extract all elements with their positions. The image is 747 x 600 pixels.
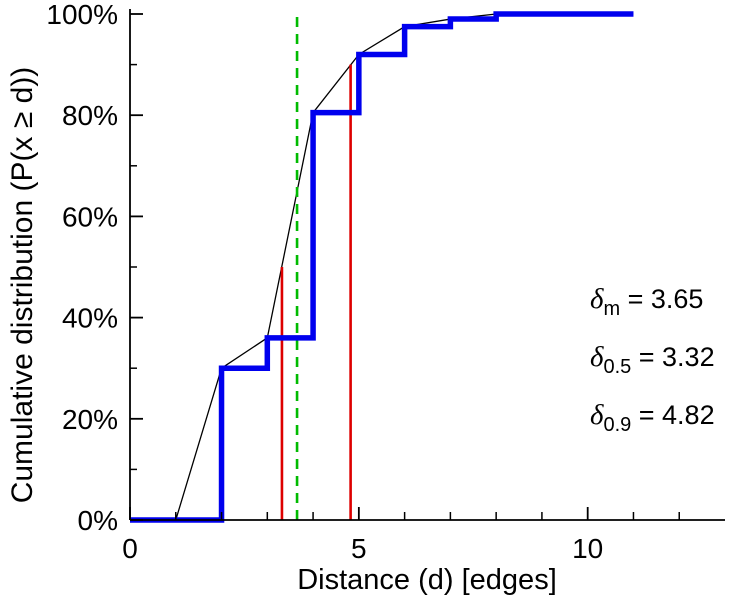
interpolation-line bbox=[175, 13, 634, 521]
x-axis-label: Distance (d) [edges] bbox=[297, 564, 557, 596]
y-tick-label: 20% bbox=[62, 404, 118, 435]
y-tick-label: 0% bbox=[78, 505, 118, 536]
cdf-step-series bbox=[130, 11, 634, 523]
annotation-delta-median: δ0.5 = 3.32 bbox=[590, 341, 715, 378]
x-tick-label: 0 bbox=[122, 533, 138, 564]
stat-annotations: δm = 3.65 δ0.5 = 3.32 δ0.9 = 4.82 bbox=[590, 283, 715, 436]
annotation-delta-p90: δ0.9 = 4.82 bbox=[590, 399, 715, 436]
y-tick-label: 40% bbox=[62, 303, 118, 334]
y-tick-label: 100% bbox=[46, 0, 118, 30]
y-ticks: 0% 20% 40% 60% 80% 100% bbox=[46, 0, 143, 536]
y-tick-label: 60% bbox=[62, 201, 118, 232]
x-tick-label: 5 bbox=[351, 533, 367, 564]
y-tick-label: 80% bbox=[62, 100, 118, 131]
annotation-delta-mean: δm = 3.65 bbox=[590, 283, 703, 320]
plot-area bbox=[130, 11, 634, 523]
axes: 0% 20% 40% 60% 80% 100% 0 5 10 bbox=[46, 0, 725, 564]
y-axis-label: Cumulative distribution (P(x ≥ d)) bbox=[6, 67, 39, 504]
x-ticks: 0 5 10 bbox=[122, 507, 680, 564]
x-tick-label: 10 bbox=[572, 533, 603, 564]
